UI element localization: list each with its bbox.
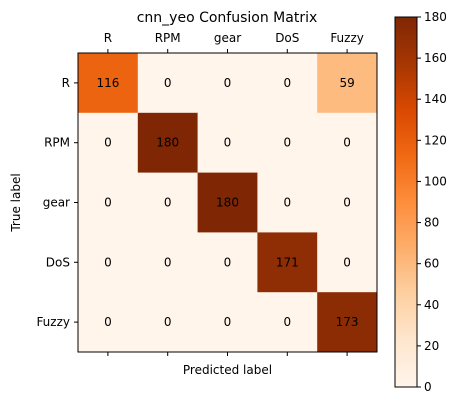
heatmap-cell — [78, 232, 139, 293]
colorbar-tick-label: 60 — [424, 257, 439, 271]
cell-value-label: 0 — [164, 76, 172, 90]
heatmap-cell — [317, 112, 378, 174]
heatmap-cell — [78, 112, 139, 174]
y-axis-label: True label — [9, 173, 23, 232]
cell-value-label: 0 — [104, 315, 112, 329]
cell-value-label: 0 — [224, 136, 232, 150]
heatmap-cell — [197, 292, 258, 353]
y-tick-label: Fuzzy — [36, 315, 70, 329]
heatmap-cell — [137, 53, 199, 114]
x-axis-label: Predicted label — [183, 363, 272, 377]
cell-value-label: 116 — [96, 76, 119, 90]
cell-value-label: 0 — [283, 136, 291, 150]
cell-value-label: 0 — [343, 196, 351, 210]
cell-value-label: 0 — [283, 315, 291, 329]
y-tick-labels: R RPM gear DoS Fuzzy — [36, 76, 78, 329]
cell-value-label: 0 — [224, 255, 232, 269]
heatmap-cell — [257, 53, 318, 114]
cell-value-label: 0 — [224, 315, 232, 329]
chart-title: cnn_yeo Confusion Matrix — [137, 10, 318, 26]
heatmap-cell — [197, 53, 258, 114]
cell-value-label: 0 — [104, 136, 112, 150]
colorbar-tick-label: 140 — [424, 92, 447, 106]
y-tick-label: R — [62, 76, 70, 90]
heatmap-cell — [137, 112, 199, 174]
heatmap-cell — [78, 292, 139, 353]
colorbar-tick-label: 180 — [424, 10, 447, 24]
x-tick-labels: R RPM gear DoS Fuzzy — [104, 31, 364, 356]
cell-value-label: 0 — [283, 76, 291, 90]
heatmap-cell — [257, 172, 318, 233]
x-tick-label: gear — [214, 31, 241, 45]
heatmap-cell — [317, 53, 378, 114]
heatmap-cell — [137, 232, 199, 293]
heatmap-cell — [78, 53, 139, 114]
heatmap-cell — [257, 232, 318, 293]
colorbar-tick-label: 40 — [424, 298, 439, 312]
cell-value-label: 0 — [104, 196, 112, 210]
cell-value-label: 180 — [216, 196, 239, 210]
colorbar-tick-label: 100 — [424, 174, 447, 188]
cell-value-label: 180 — [156, 136, 179, 150]
cell-value-label: 173 — [336, 315, 359, 329]
heatmap-cell — [317, 232, 378, 293]
cell-value-label: 0 — [224, 76, 232, 90]
x-tick-label: R — [104, 31, 112, 45]
cell-value-label: 0 — [164, 255, 172, 269]
cell-value-label: 59 — [339, 76, 354, 90]
colorbar-tick-label: 160 — [424, 51, 447, 65]
cell-value-label: 0 — [343, 136, 351, 150]
colorbar-tick-label: 120 — [424, 133, 447, 147]
colorbar-tick-label: 20 — [424, 339, 439, 353]
heatmap-cell — [137, 292, 199, 353]
cell-value-label: 0 — [104, 255, 112, 269]
y-tick-label: DoS — [46, 255, 70, 269]
heatmap-cell — [197, 232, 258, 293]
heatmap-cell — [78, 172, 139, 233]
cell-value-label: 171 — [276, 255, 299, 269]
heatmap-cell — [197, 172, 258, 233]
cell-value-label: 0 — [164, 196, 172, 210]
colorbar-ticks: 0 20 40 60 80 100 120 140 160 180 — [417, 10, 447, 394]
colorbar-tick-label: 0 — [424, 380, 432, 394]
cell-value-label: 0 — [343, 255, 351, 269]
y-tick-label: gear — [43, 196, 70, 210]
heatmap-cell — [197, 112, 258, 174]
heatmap-cell — [257, 292, 318, 353]
heatmap-cell — [137, 172, 199, 233]
x-tick-label: Fuzzy — [330, 31, 364, 45]
y-tick-label: RPM — [44, 136, 70, 150]
x-tick-label: DoS — [275, 31, 299, 45]
colorbar-tick-label: 80 — [424, 216, 439, 230]
heatmap-cell — [257, 112, 318, 174]
heatmap-cell — [317, 292, 378, 353]
heatmap-cell — [317, 172, 378, 233]
cell-value-label: 0 — [164, 315, 172, 329]
cell-value-label: 0 — [283, 196, 291, 210]
colorbar — [394, 16, 418, 388]
heatmap-cells: 116 0 0 0 59 0 180 0 0 0 0 0 180 0 0 0 0 0 171 0 0 0 0 0 173 — [78, 53, 378, 353]
x-tick-label: RPM — [155, 31, 181, 45]
